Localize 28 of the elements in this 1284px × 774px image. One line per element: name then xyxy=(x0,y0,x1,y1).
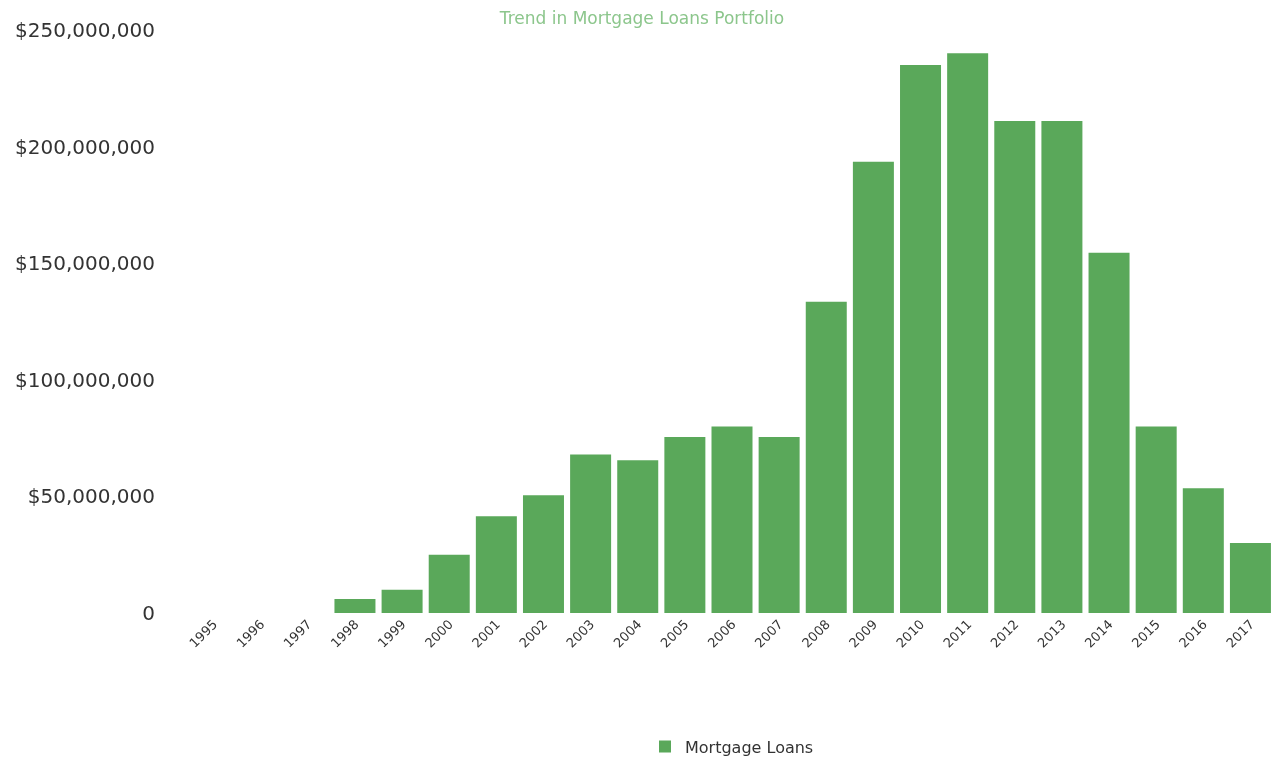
bar xyxy=(664,436,706,613)
y-tick-label: $250,000,000 xyxy=(15,18,155,42)
bar xyxy=(1229,543,1271,613)
chart-title: Trend in Mortgage Loans Portfolio xyxy=(498,7,785,28)
bar xyxy=(428,554,470,613)
y-tick-label: $100,000,000 xyxy=(15,367,155,392)
bar xyxy=(1182,488,1224,613)
bar xyxy=(805,301,847,613)
bar xyxy=(334,599,376,613)
bar xyxy=(947,53,989,613)
y-tick-label: 0 xyxy=(142,601,155,625)
bar xyxy=(475,516,517,613)
bar xyxy=(900,64,942,613)
bar xyxy=(1135,426,1177,613)
bar xyxy=(852,161,894,613)
bar xyxy=(522,495,564,613)
bar xyxy=(381,589,423,613)
y-tick-label: $50,000,000 xyxy=(27,484,155,509)
bar xyxy=(758,436,800,613)
bar xyxy=(570,454,612,613)
bar xyxy=(994,120,1036,613)
y-tick-label: $150,000,000 xyxy=(15,251,155,276)
y-tick-label: $200,000,000 xyxy=(15,134,155,159)
bar xyxy=(1088,252,1130,613)
bar xyxy=(1041,120,1083,613)
legend-label: Mortgage Loans xyxy=(685,737,814,757)
bar xyxy=(617,460,659,613)
bar xyxy=(711,426,753,613)
